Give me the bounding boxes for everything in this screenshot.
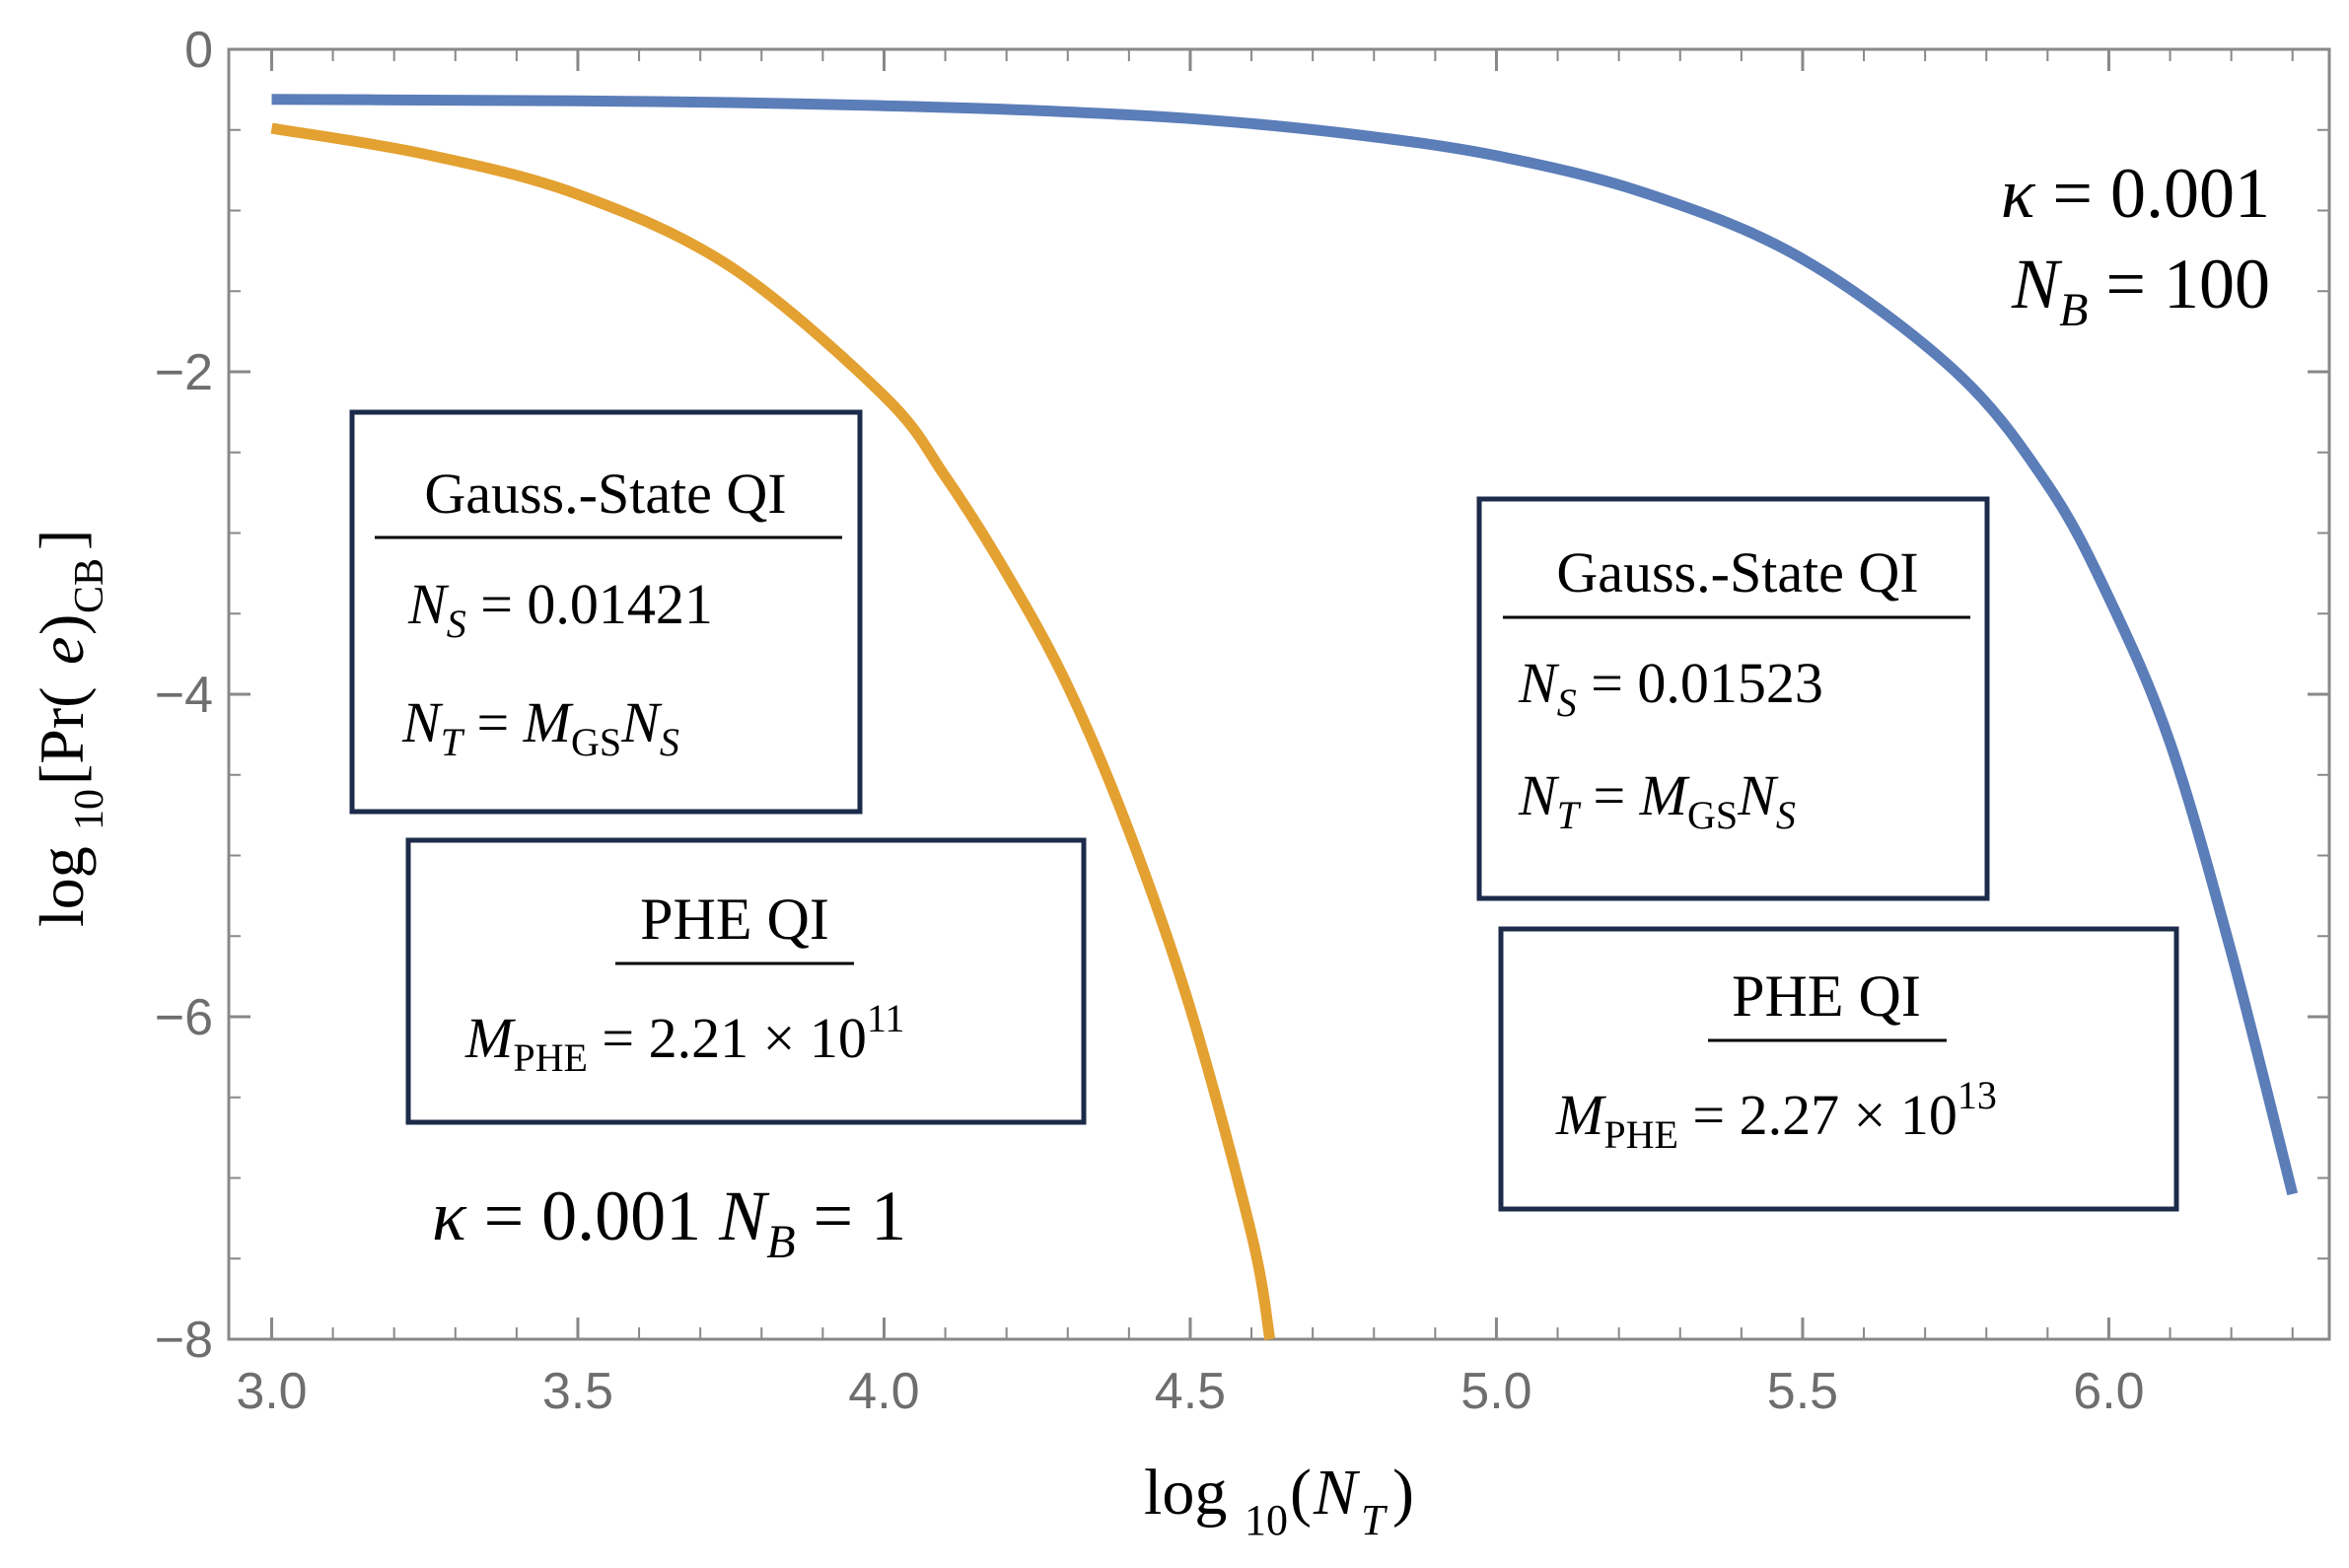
left-gaussian-title: Gauss.-State QI [424,462,786,526]
y-tick-label: 0 [184,22,213,79]
y-tick-label: −8 [155,1312,213,1369]
x-tick-label: 3.0 [236,1363,307,1420]
y-tick-label: −4 [155,667,213,724]
x-tick-label: 4.5 [1155,1363,1226,1420]
left-gaussian-ns: NS = 0.01421 [407,572,713,646]
x-tick-label: 4.0 [848,1363,919,1420]
svg-text:[Pr(: [Pr( [27,686,97,785]
svg-text:(: ( [1290,1457,1312,1529]
y-tick-label: −6 [155,989,213,1046]
right-phe-m: MPHE = 2.27 × 1013 [1555,1073,1997,1157]
right-gaussian-box: Gauss.-State QI NS = 0.01523 NT = MGSNS [1476,496,1990,901]
left-params: κ = 0.001 NB = 1 [432,1176,906,1268]
series-line-0 [271,94,2299,1196]
left-gaussian-nt: NT = MGSNS [401,690,679,764]
y-axis-label: log 10 [Pr( e ) CB ] [27,530,112,927]
right-gaussian-ns: NS = 0.01523 [1518,651,1823,725]
left-phe-title: PHE QI [640,887,829,952]
right-params: κ = 0.001 NB = 100 [2001,154,2270,336]
x-axis-label: log 10 ( N T ) [1144,1457,1414,1544]
right-phe-box: PHE QI MPHE = 2.27 × 1013 [1498,926,2179,1212]
svg-text:): ) [1392,1457,1414,1529]
svg-text:κ = 0.001: κ = 0.001 [2001,154,2270,233]
svg-text:CB: CB [67,558,112,613]
series-line-1 [270,122,1276,1340]
svg-text:log: log [27,846,97,927]
left-gaussian-box: Gauss.-State QI NS = 0.01421 NT = MGSNS [349,409,863,815]
svg-text:T: T [1361,1496,1388,1544]
right-phe-title: PHE QI [1732,963,1921,1029]
x-tick-label: 6.0 [2073,1363,2144,1420]
svg-text:N: N [1313,1457,1361,1529]
svg-text:]: ] [27,530,97,550]
svg-text:10: 10 [1245,1496,1288,1544]
left-phe-m: MPHE = 2.21 × 1011 [464,996,904,1080]
y-tick-label: −2 [155,344,213,401]
svg-text:10: 10 [67,789,112,830]
svg-text:log: log [1144,1457,1227,1529]
left-phe-box: PHE QI MPHE = 2.21 × 1011 [405,837,1087,1125]
x-tick-label: 3.5 [542,1363,613,1420]
right-gaussian-nt: NT = MGSNS [1518,763,1796,837]
series-layer [270,94,2299,1340]
svg-text:e: e [27,637,97,665]
svg-text:): ) [27,614,97,635]
right-gaussian-title: Gauss.-State QI [1556,540,1918,605]
svg-text:NB = 100: NB = 100 [2011,245,2270,336]
axis-ticks: 3.0 3.5 4.0 4.5 5.0 5.5 6.0 0 −2 −4 −6 −8 [155,22,2329,1420]
x-tick-label: 5.0 [1460,1363,1531,1420]
x-tick-label: 5.5 [1767,1363,1838,1420]
